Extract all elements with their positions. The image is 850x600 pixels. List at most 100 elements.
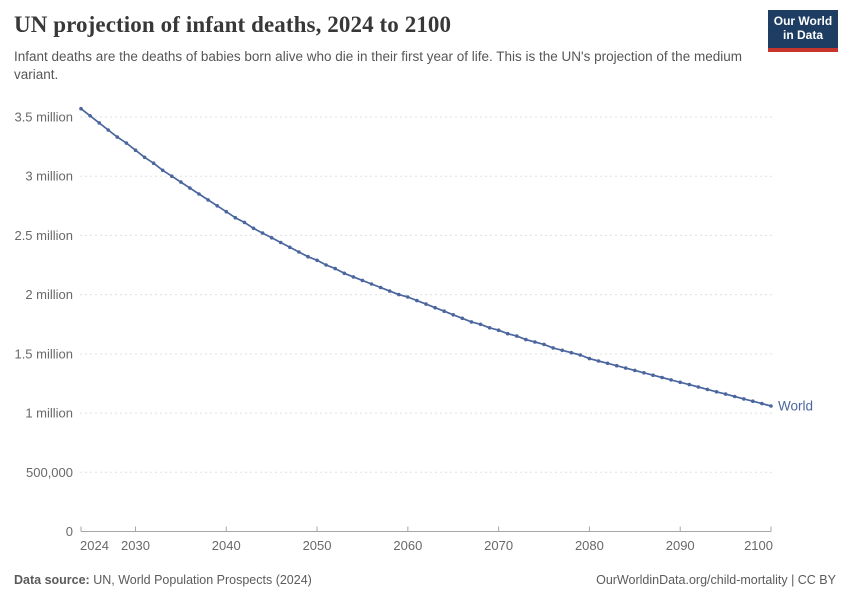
data-point[interactable]	[723, 392, 728, 396]
data-point[interactable]	[705, 387, 710, 392]
data-point[interactable]	[505, 331, 510, 336]
data-point[interactable]	[496, 328, 501, 333]
chart-subtitle: Infant deaths are the deaths of babies b…	[14, 49, 742, 82]
data-point[interactable]	[133, 148, 138, 152]
data-point[interactable]	[360, 278, 365, 283]
data-point[interactable]	[478, 322, 483, 327]
data-point[interactable]	[751, 399, 755, 404]
data-point[interactable]	[642, 371, 646, 375]
data-point[interactable]	[170, 174, 174, 178]
chart-footer: Data source: UN, World Population Prospe…	[14, 573, 836, 587]
x-axis-tick-label: 2050	[303, 538, 332, 553]
data-point[interactable]	[179, 180, 183, 184]
x-axis-tick-label: 2030	[121, 538, 150, 553]
data-point[interactable]	[633, 368, 637, 373]
data-point[interactable]	[397, 292, 401, 297]
data-point[interactable]	[124, 141, 129, 145]
data-point[interactable]	[378, 285, 383, 290]
data-point[interactable]	[242, 220, 247, 225]
data-point[interactable]	[369, 282, 374, 286]
data-point[interactable]	[614, 363, 619, 368]
data-point[interactable]	[605, 361, 610, 366]
data-point[interactable]	[333, 266, 338, 271]
data-point[interactable]	[451, 313, 456, 317]
data-point[interactable]	[551, 346, 555, 350]
data-point[interactable]	[160, 168, 165, 173]
x-axis-tick-label: 2090	[666, 538, 695, 553]
data-point[interactable]	[533, 340, 537, 344]
data-point[interactable]	[696, 385, 701, 389]
data-point[interactable]	[406, 295, 410, 299]
chart-header: UN projection of infant deaths, 2024 to …	[14, 12, 754, 83]
data-point[interactable]	[79, 106, 83, 111]
data-point[interactable]	[714, 390, 719, 394]
data-point[interactable]	[433, 305, 437, 310]
data-source-text: UN, World Population Prospects (2024)	[89, 573, 312, 587]
y-axis-tick-label: 2.5 million	[14, 228, 73, 243]
data-point[interactable]	[215, 204, 219, 208]
data-point[interactable]	[424, 302, 428, 306]
owid-logo[interactable]: Our World in Data	[768, 10, 838, 52]
data-point[interactable]	[742, 397, 746, 401]
data-point[interactable]	[197, 192, 201, 196]
x-axis-tick-label: 2070	[484, 538, 513, 553]
data-point[interactable]	[224, 209, 229, 214]
data-point[interactable]	[97, 121, 101, 125]
data-point[interactable]	[233, 215, 238, 220]
owid-logo-line2: in Data	[782, 28, 823, 42]
data-point[interactable]	[324, 263, 328, 267]
data-point[interactable]	[106, 128, 110, 132]
data-point[interactable]	[542, 342, 546, 347]
data-point[interactable]	[569, 350, 574, 355]
data-point[interactable]	[660, 375, 664, 380]
data-point[interactable]	[587, 356, 592, 361]
data-point[interactable]	[115, 135, 120, 139]
data-point[interactable]	[387, 289, 392, 293]
world-series-line[interactable]	[80, 108, 772, 407]
data-point[interactable]	[415, 298, 419, 303]
data-point[interactable]	[678, 380, 682, 385]
data-point[interactable]	[206, 198, 210, 202]
data-point[interactable]	[760, 401, 764, 406]
data-point[interactable]	[732, 394, 737, 399]
data-point[interactable]	[260, 231, 265, 235]
data-source-label: Data source:	[14, 573, 90, 587]
x-axis-tick-label: 2060	[393, 538, 422, 553]
world-series-markers[interactable]	[79, 106, 773, 408]
data-point[interactable]	[315, 258, 319, 263]
y-axis-tick-label: 2 million	[25, 287, 73, 302]
data-point[interactable]	[687, 382, 692, 387]
data-point[interactable]	[269, 236, 274, 240]
data-point[interactable]	[278, 240, 283, 245]
data-point[interactable]	[460, 316, 465, 321]
data-point[interactable]	[142, 155, 147, 160]
data-point[interactable]	[342, 271, 347, 276]
data-point[interactable]	[515, 334, 519, 338]
data-point[interactable]	[524, 337, 528, 342]
data-point[interactable]	[88, 114, 92, 118]
owid-logo-line1: Our World	[773, 14, 833, 29]
data-point[interactable]	[469, 320, 474, 324]
data-point[interactable]	[297, 250, 301, 254]
data-point[interactable]	[288, 245, 292, 250]
data-source-note: Data source: UN, World Population Prospe…	[14, 573, 312, 587]
data-point[interactable]	[651, 373, 655, 378]
data-point[interactable]	[578, 353, 583, 357]
data-point[interactable]	[560, 348, 564, 353]
data-point[interactable]	[188, 186, 192, 190]
y-axis-tick-label: 0	[66, 524, 73, 539]
data-point[interactable]	[769, 404, 773, 408]
data-point[interactable]	[623, 366, 628, 370]
data-point[interactable]	[487, 326, 492, 330]
owid-citation-link[interactable]: OurWorldinData.org/child-mortality | CC …	[596, 573, 836, 587]
data-point[interactable]	[596, 359, 601, 363]
data-point[interactable]	[442, 309, 447, 314]
series-end-label[interactable]: World	[778, 398, 813, 413]
data-point[interactable]	[151, 161, 156, 165]
data-point[interactable]	[351, 275, 356, 279]
data-point[interactable]	[669, 378, 673, 382]
data-point[interactable]	[306, 254, 310, 259]
x-axis-tick-label: 2040	[212, 538, 241, 553]
data-point[interactable]	[251, 226, 256, 231]
x-axis-tick-label: 2024	[80, 538, 109, 553]
